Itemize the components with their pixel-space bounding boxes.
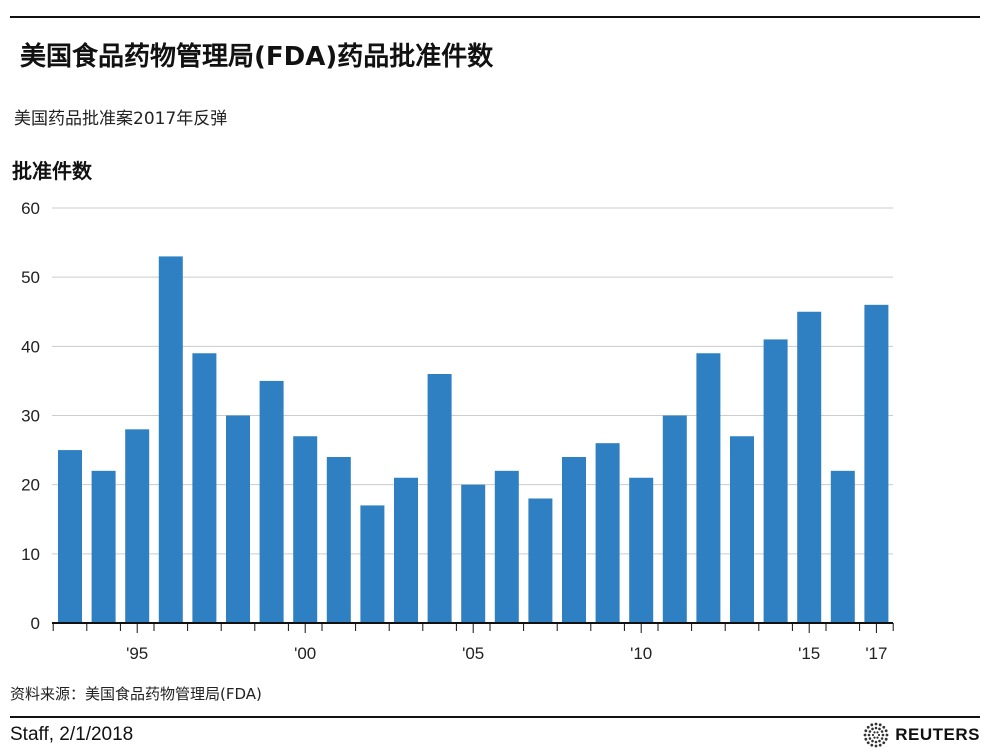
bar-2010 xyxy=(629,477,654,623)
bar-2017 xyxy=(864,304,889,623)
bar-2002 xyxy=(360,505,385,623)
logo-dot xyxy=(867,725,870,729)
y-tick-label: 50 xyxy=(21,268,40,287)
y-tick-label: 20 xyxy=(21,476,40,495)
logo-dot xyxy=(874,722,878,726)
y-tick-label: 40 xyxy=(21,337,40,356)
y-tick-label: 30 xyxy=(21,407,40,426)
logo-dot xyxy=(874,744,878,748)
credit-line: Staff, 2/1/2018 xyxy=(10,724,134,745)
bar-1998 xyxy=(226,415,250,623)
bar-2009 xyxy=(595,443,620,623)
bar-2003 xyxy=(394,477,418,623)
logo-dot xyxy=(879,723,882,727)
logo-dot xyxy=(870,743,874,747)
x-tick-label: '17 xyxy=(865,644,887,663)
logo-dot xyxy=(881,733,885,737)
bar-chart: 0 10 20 30 40 50 60 '95 '00 '05 '10 '15 '17 xyxy=(21,199,894,663)
logo-dot xyxy=(863,733,867,737)
bar-1999 xyxy=(259,380,284,623)
logo-dot xyxy=(867,741,870,745)
logo-dot xyxy=(870,723,874,727)
bottom-rule xyxy=(10,716,980,718)
y-tick-label: 60 xyxy=(21,199,40,218)
logo-dot xyxy=(873,731,876,734)
bar-2001 xyxy=(326,457,351,623)
reuters-logo: REUTERS xyxy=(863,722,980,748)
y-axis-label: 批准件数 xyxy=(12,159,92,183)
bar-1994 xyxy=(91,470,116,623)
bar-1997 xyxy=(192,353,217,623)
bar-2015 xyxy=(797,311,822,623)
bar-2016 xyxy=(830,470,855,623)
logo-dot xyxy=(874,726,878,730)
y-tick-label: 10 xyxy=(21,545,40,564)
logo-dot xyxy=(878,739,882,743)
bar-2008 xyxy=(562,457,586,623)
logo-dot xyxy=(881,730,884,733)
reuters-dot-icon xyxy=(863,722,889,748)
logo-dot xyxy=(868,730,872,733)
x-tick-label: '10 xyxy=(630,644,652,663)
logo-dot xyxy=(885,737,888,741)
bar-2011 xyxy=(662,415,687,623)
logo-dot xyxy=(874,740,878,744)
bar-2006 xyxy=(494,470,519,623)
logo-dot xyxy=(864,729,868,733)
source-note: 资料来源：美国食品药物管理局(FDA) xyxy=(10,685,262,703)
chart-subtitle: 美国药品批准案2017年反弹 xyxy=(14,109,228,129)
y-tick-label: 0 xyxy=(31,614,40,633)
bar-2014 xyxy=(763,339,788,623)
bar-1995 xyxy=(125,429,150,623)
logo-dot xyxy=(871,727,875,731)
logo-dot xyxy=(872,733,875,737)
logo-dot xyxy=(878,727,882,731)
bar-2000 xyxy=(293,436,318,623)
logo-dot xyxy=(876,731,879,734)
x-tick-label: '15 xyxy=(798,644,820,663)
logo-dot xyxy=(882,725,886,729)
logo-dot xyxy=(885,729,888,733)
logo-dot xyxy=(873,736,876,739)
bar-1996 xyxy=(158,256,183,623)
bar-2004 xyxy=(427,374,452,623)
logo-dot xyxy=(864,737,868,741)
brand-name: REUTERS xyxy=(895,725,980,744)
bar-2007 xyxy=(528,498,553,623)
chart-title: 美国食品药物管理局(FDA)药品批准件数 xyxy=(20,42,494,72)
logo-dot xyxy=(868,737,872,740)
bar-2005 xyxy=(461,484,486,623)
logo-dot xyxy=(885,733,889,737)
logo-dot xyxy=(879,743,882,747)
x-tick-label: '05 xyxy=(462,644,484,663)
bar-2013 xyxy=(730,436,754,623)
logo-dot xyxy=(881,737,884,740)
logo-dot xyxy=(871,739,875,743)
bar-2012 xyxy=(696,353,721,623)
logo-dot xyxy=(876,736,879,739)
bar-1993 xyxy=(58,450,82,623)
logo-dot xyxy=(867,733,871,737)
x-tick-label: '95 xyxy=(126,644,148,663)
logo-dot xyxy=(882,741,886,745)
x-tick-label: '00 xyxy=(294,644,316,663)
logo-dot xyxy=(878,733,881,737)
top-rule xyxy=(10,16,980,18)
